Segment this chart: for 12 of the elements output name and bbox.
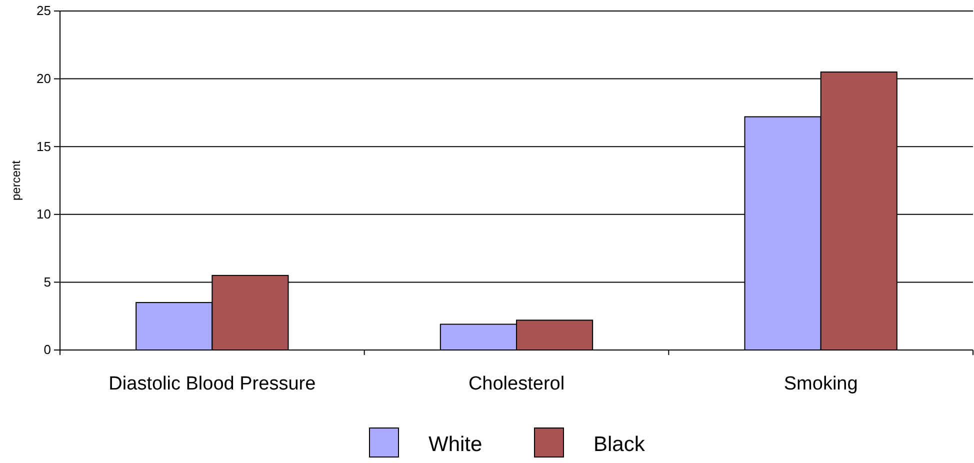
y-tick-label: 5 — [44, 274, 51, 290]
y-tick-label: 10 — [36, 206, 51, 222]
y-tick-label: 25 — [36, 3, 51, 18]
y-tick-label: 15 — [36, 138, 51, 154]
y-tick-label: 20 — [36, 70, 51, 86]
legend-label: Black — [594, 433, 646, 456]
legend-label: White — [428, 433, 482, 456]
y-tick-label: 0 — [44, 342, 51, 358]
x-tick-label: Diastolic Blood Pressure — [108, 373, 316, 394]
x-tick-label: Smoking — [784, 373, 858, 394]
x-tick-label: Cholesterol — [468, 373, 565, 394]
y-axis-title: percent — [9, 160, 23, 201]
